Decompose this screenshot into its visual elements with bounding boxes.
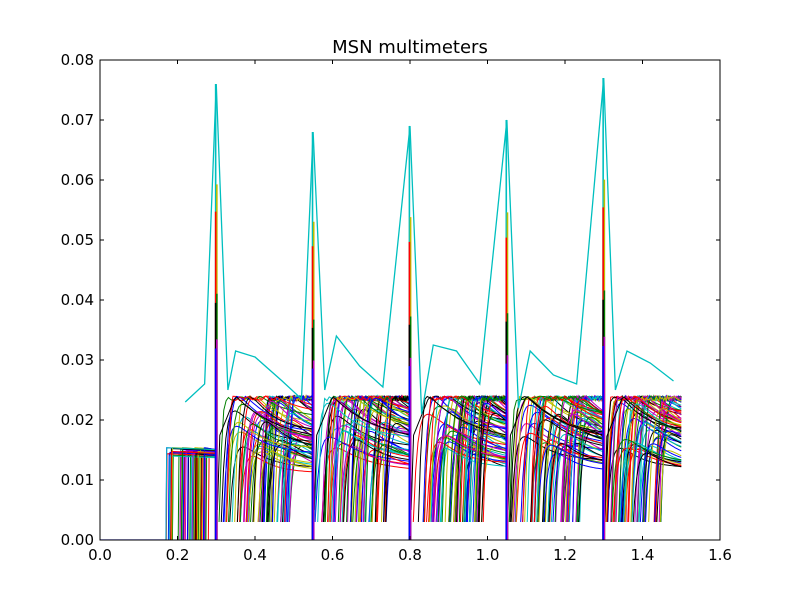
y-tick-label: 0.03	[61, 351, 94, 369]
x-tick-label: 1.6	[708, 546, 732, 564]
x-tick-label: 0.8	[398, 546, 422, 564]
chart-title: MSN multimeters	[332, 37, 488, 58]
x-tick-label: 0.4	[243, 546, 267, 564]
y-tick-label: 0.08	[61, 51, 94, 69]
y-tick-label: 0.02	[61, 411, 94, 429]
x-tick-label: 0.2	[166, 546, 190, 564]
x-tick-label: 1.0	[476, 546, 500, 564]
y-tick-label: 0.00	[61, 531, 94, 549]
y-tick-label: 0.07	[61, 111, 94, 129]
x-tick-label: 1.2	[553, 546, 577, 564]
y-tick-label: 0.04	[61, 291, 94, 309]
y-tick-label: 0.05	[61, 231, 94, 249]
y-tick-label: 0.06	[61, 171, 94, 189]
x-tick-label: 0.6	[321, 546, 345, 564]
y-tick-label: 0.01	[61, 471, 94, 489]
x-tick-label: 1.4	[631, 546, 655, 564]
